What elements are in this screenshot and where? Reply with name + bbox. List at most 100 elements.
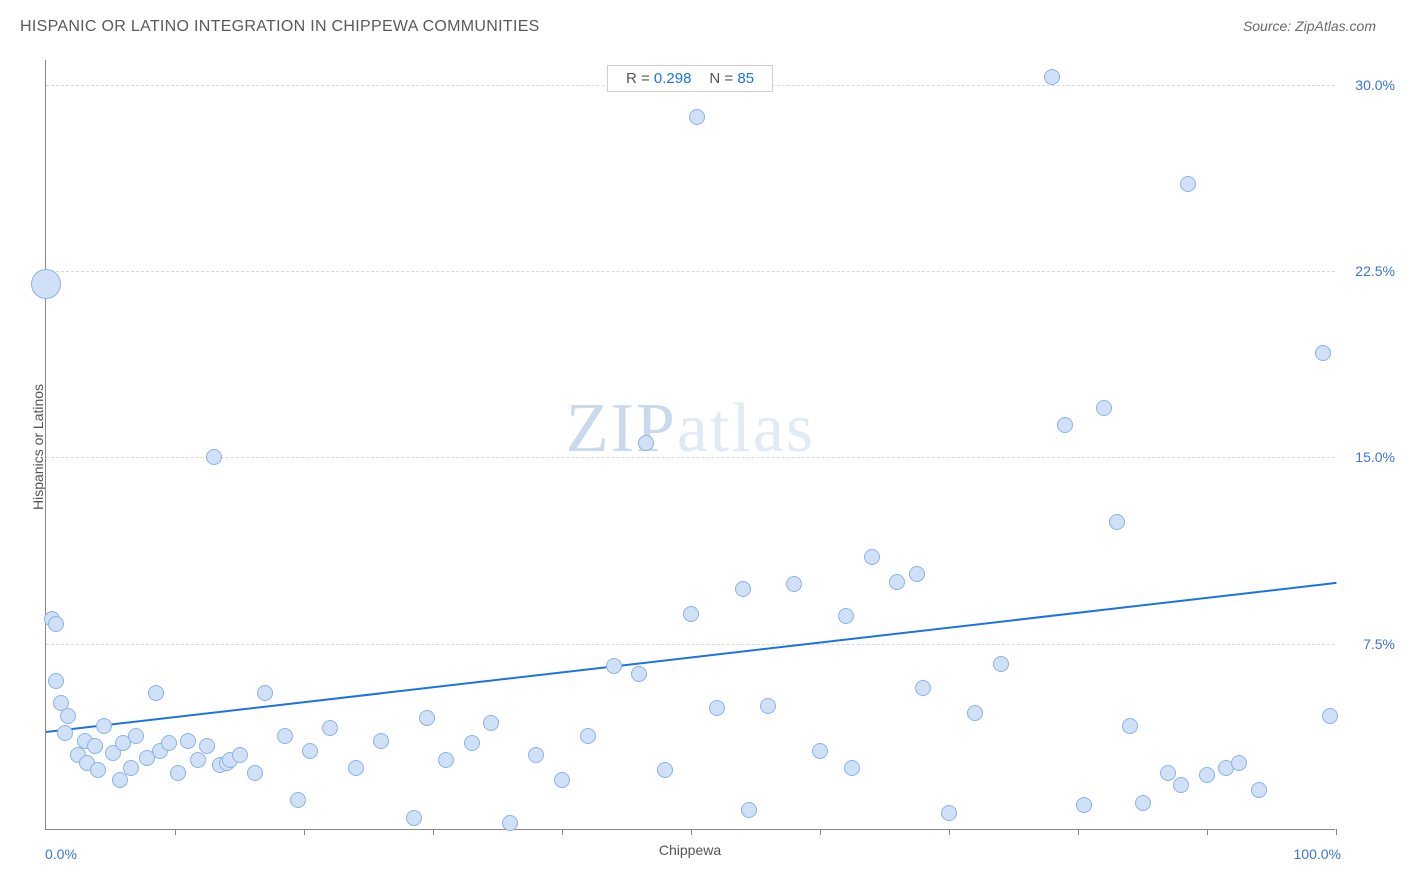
- x-tick: [1336, 829, 1337, 835]
- data-point: [838, 608, 854, 624]
- data-point: [689, 109, 705, 125]
- data-point: [709, 700, 725, 716]
- data-point: [1122, 718, 1138, 734]
- data-point: [1180, 176, 1196, 192]
- data-point: [57, 725, 73, 741]
- data-point: [1173, 777, 1189, 793]
- x-tick: [949, 829, 950, 835]
- data-point: [206, 449, 222, 465]
- x-tick: [1078, 829, 1079, 835]
- data-point: [967, 705, 983, 721]
- data-point: [638, 435, 654, 451]
- x-tick: [175, 829, 176, 835]
- data-point: [1199, 767, 1215, 783]
- data-point: [232, 747, 248, 763]
- data-point: [277, 728, 293, 744]
- data-point: [844, 760, 860, 776]
- data-point: [915, 680, 931, 696]
- data-point: [1322, 708, 1338, 724]
- data-point: [1096, 400, 1112, 416]
- data-point: [170, 765, 186, 781]
- data-point: [322, 720, 338, 736]
- y-tick-label: 15.0%: [1340, 449, 1395, 465]
- data-point: [812, 743, 828, 759]
- x-tick: [433, 829, 434, 835]
- data-point: [1251, 782, 1267, 798]
- data-point: [199, 738, 215, 754]
- y-axis-label: Hispanics or Latinos: [30, 384, 46, 510]
- x-tick: [691, 829, 692, 835]
- data-point: [48, 616, 64, 632]
- data-point: [1057, 417, 1073, 433]
- data-point: [683, 606, 699, 622]
- data-point: [96, 718, 112, 734]
- x-tick: [1207, 829, 1208, 835]
- stats-box: R = 0.298 N = 85: [607, 65, 773, 92]
- data-point: [438, 752, 454, 768]
- data-point: [1109, 514, 1125, 530]
- data-point: [760, 698, 776, 714]
- data-point: [528, 747, 544, 763]
- r-stat: R = 0.298: [626, 70, 691, 87]
- data-point: [190, 752, 206, 768]
- data-point: [60, 708, 76, 724]
- data-point: [864, 549, 880, 565]
- x-axis-label: Chippewa: [659, 842, 721, 858]
- data-point: [48, 673, 64, 689]
- n-stat: N = 85: [709, 70, 754, 87]
- data-point: [1135, 795, 1151, 811]
- x-min-label: 0.0%: [45, 846, 77, 862]
- data-point: [1044, 69, 1060, 85]
- data-point: [148, 685, 164, 701]
- y-tick-label: 30.0%: [1340, 77, 1395, 93]
- data-point: [373, 733, 389, 749]
- data-point: [31, 269, 61, 299]
- x-tick: [820, 829, 821, 835]
- data-point: [257, 685, 273, 701]
- gridline: [46, 271, 1335, 272]
- x-tick: [562, 829, 563, 835]
- data-point: [247, 765, 263, 781]
- y-tick-label: 7.5%: [1340, 636, 1395, 652]
- data-point: [1315, 345, 1331, 361]
- data-point: [419, 710, 435, 726]
- data-point: [302, 743, 318, 759]
- x-max-label: 100.0%: [1294, 846, 1341, 862]
- data-point: [161, 735, 177, 751]
- data-point: [993, 656, 1009, 672]
- data-point: [406, 810, 422, 826]
- chart-area: ZIPatlas 7.5%15.0%22.5%30.0% 0.0% 100.0%…: [45, 60, 1335, 830]
- data-point: [1231, 755, 1247, 771]
- data-point: [554, 772, 570, 788]
- chart-title: HISPANIC OR LATINO INTEGRATION IN CHIPPE…: [20, 18, 540, 35]
- y-tick-label: 22.5%: [1340, 263, 1395, 279]
- data-point: [941, 805, 957, 821]
- data-point: [1160, 765, 1176, 781]
- data-point: [1076, 797, 1092, 813]
- gridline: [46, 457, 1335, 458]
- data-point: [909, 566, 925, 582]
- data-point: [180, 733, 196, 749]
- data-point: [128, 728, 144, 744]
- data-point: [502, 815, 518, 831]
- data-point: [90, 762, 106, 778]
- data-point: [348, 760, 364, 776]
- trend-line: [46, 582, 1336, 733]
- plot-area: ZIPatlas 7.5%15.0%22.5%30.0%: [45, 60, 1335, 830]
- source-label: Source: ZipAtlas.com: [1243, 18, 1376, 34]
- data-point: [112, 772, 128, 788]
- data-point: [464, 735, 480, 751]
- data-point: [657, 762, 673, 778]
- data-point: [123, 760, 139, 776]
- x-tick: [304, 829, 305, 835]
- data-point: [889, 574, 905, 590]
- data-point: [735, 581, 751, 597]
- data-point: [580, 728, 596, 744]
- data-point: [631, 666, 647, 682]
- data-point: [741, 802, 757, 818]
- data-point: [290, 792, 306, 808]
- data-point: [786, 576, 802, 592]
- data-point: [606, 658, 622, 674]
- data-point: [483, 715, 499, 731]
- gridline: [46, 644, 1335, 645]
